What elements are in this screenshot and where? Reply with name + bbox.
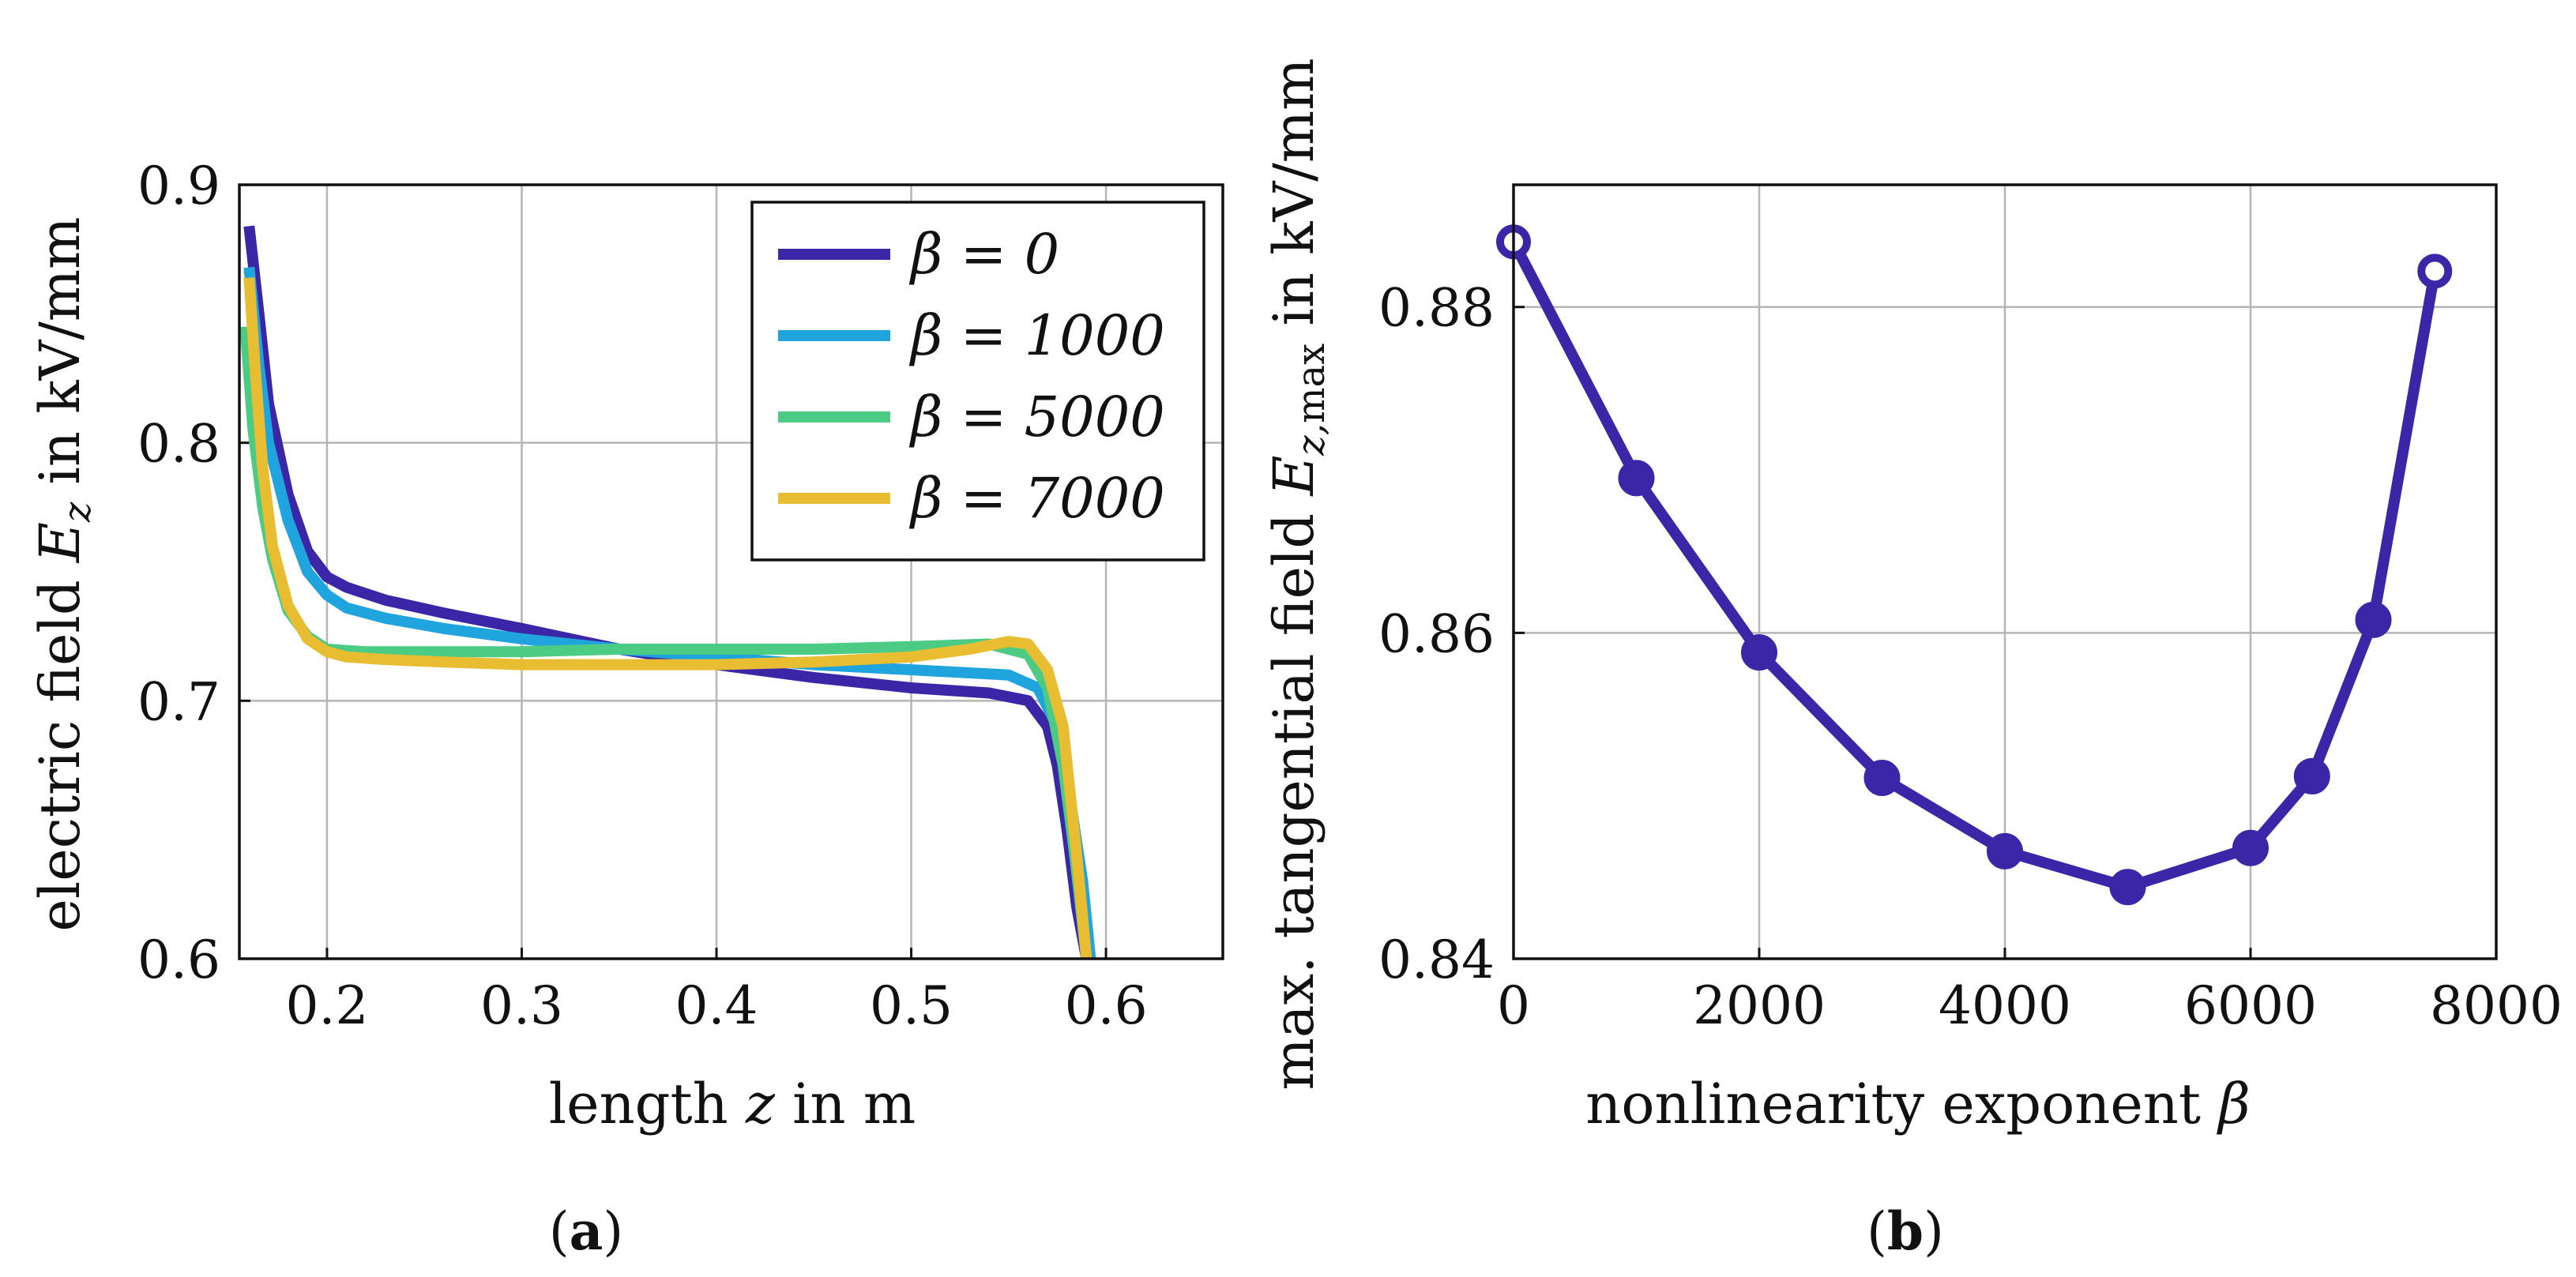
- chart-b-data-point: [1863, 759, 1901, 796]
- chart-b-data-point: [1618, 460, 1655, 497]
- chart-a-x-tick-label: 0.5: [870, 975, 953, 1036]
- chart-a-legend-label-1: β = 1000: [908, 303, 1165, 368]
- chart-b-lines: [1496, 224, 2453, 906]
- chart-a-x-tick-label: 0.6: [1065, 975, 1148, 1036]
- chart-a-y-tick-label: 0.8: [137, 414, 220, 475]
- chart-b-x-tick-label: 4000: [1939, 975, 2071, 1036]
- chart-a-plot-frame: [238, 183, 1224, 960]
- chart-a-legend: β = 0 β = 1000 β = 5000 β = 7000: [750, 201, 1205, 562]
- chart-panel-b: 0 2000 4000 6000 8000 0.84 0.86 0.88 nonlinear…: [1262, 58, 2563, 1262]
- chart-a-lines: [239, 225, 1096, 960]
- chart-a-y-tick-labels: 0.6 0.7 0.8 0.9: [137, 156, 220, 990]
- chart-b-data-point: [2293, 757, 2330, 794]
- chart-b-x-tick-label: 0: [1497, 975, 1530, 1036]
- chart-a-caption: (a): [549, 1200, 623, 1262]
- chart-b-data-point: [1741, 634, 1777, 671]
- chart-a-x-tick-label: 0.3: [480, 975, 563, 1036]
- chart-a-series-line-3: [243, 277, 1092, 960]
- chart-b-x-tick-label: 8000: [2430, 975, 2563, 1036]
- chart-b-caption: (b): [1867, 1200, 1944, 1262]
- chart-a-legend-label-3: β = 7000: [908, 466, 1165, 531]
- chart-b-y-tick-label: 0.84: [1378, 930, 1495, 990]
- chart-b-data-point: [2417, 254, 2453, 289]
- chart-b-data-point: [2232, 829, 2269, 866]
- chart-a-x-tick-label: 0.2: [285, 975, 368, 1036]
- chart-b-y-tick-label: 0.86: [1378, 603, 1495, 664]
- chart-a-y-tick-label: 0.9: [137, 156, 220, 216]
- chart-b-y-axis-label: max. tangential field Ez,max in kV/mm: [1262, 58, 1333, 1091]
- chart-b-series-line-0: [1508, 238, 2441, 893]
- chart-a-x-axis-label: length z in m: [549, 1072, 916, 1136]
- chart-a-x-tick-labels: 0.2 0.3 0.4 0.5 0.6: [285, 975, 1147, 1036]
- chart-a-legend-label-2: β = 5000: [908, 385, 1165, 449]
- chart-b-data-point: [2109, 869, 2146, 906]
- chart-a-legend-label-0: β = 0: [908, 222, 1059, 287]
- chart-b-data-point: [1987, 832, 2023, 869]
- chart-panel-a: 0.2 0.3 0.4 0.5 0.6 0.6 0.7 0.8 0.9 length z in…: [28, 156, 1224, 1262]
- chart-b-y-tick-labels: 0.84 0.86 0.88: [1378, 278, 1495, 990]
- chart-b-x-tick-labels: 0 2000 4000 6000 8000: [1497, 975, 2563, 1036]
- chart-b-x-tick-label: 2000: [1693, 975, 1826, 1036]
- chart-b-plot-frame: [1512, 183, 2498, 960]
- chart-b-x-axis-label: nonlinearity exponent β: [1585, 1072, 2250, 1136]
- chart-b-x-tick-label: 6000: [2184, 975, 2317, 1036]
- chart-a-y-axis-label: electric field Ez in kV/mm: [28, 216, 100, 931]
- chart-a-x-tick-label: 0.4: [675, 975, 758, 1036]
- chart-b-y-tick-label: 0.88: [1378, 278, 1495, 339]
- chart-a-y-tick-label: 0.6: [137, 930, 220, 990]
- chart-a-y-tick-label: 0.7: [137, 671, 220, 732]
- chart-b-data-point: [2355, 601, 2392, 638]
